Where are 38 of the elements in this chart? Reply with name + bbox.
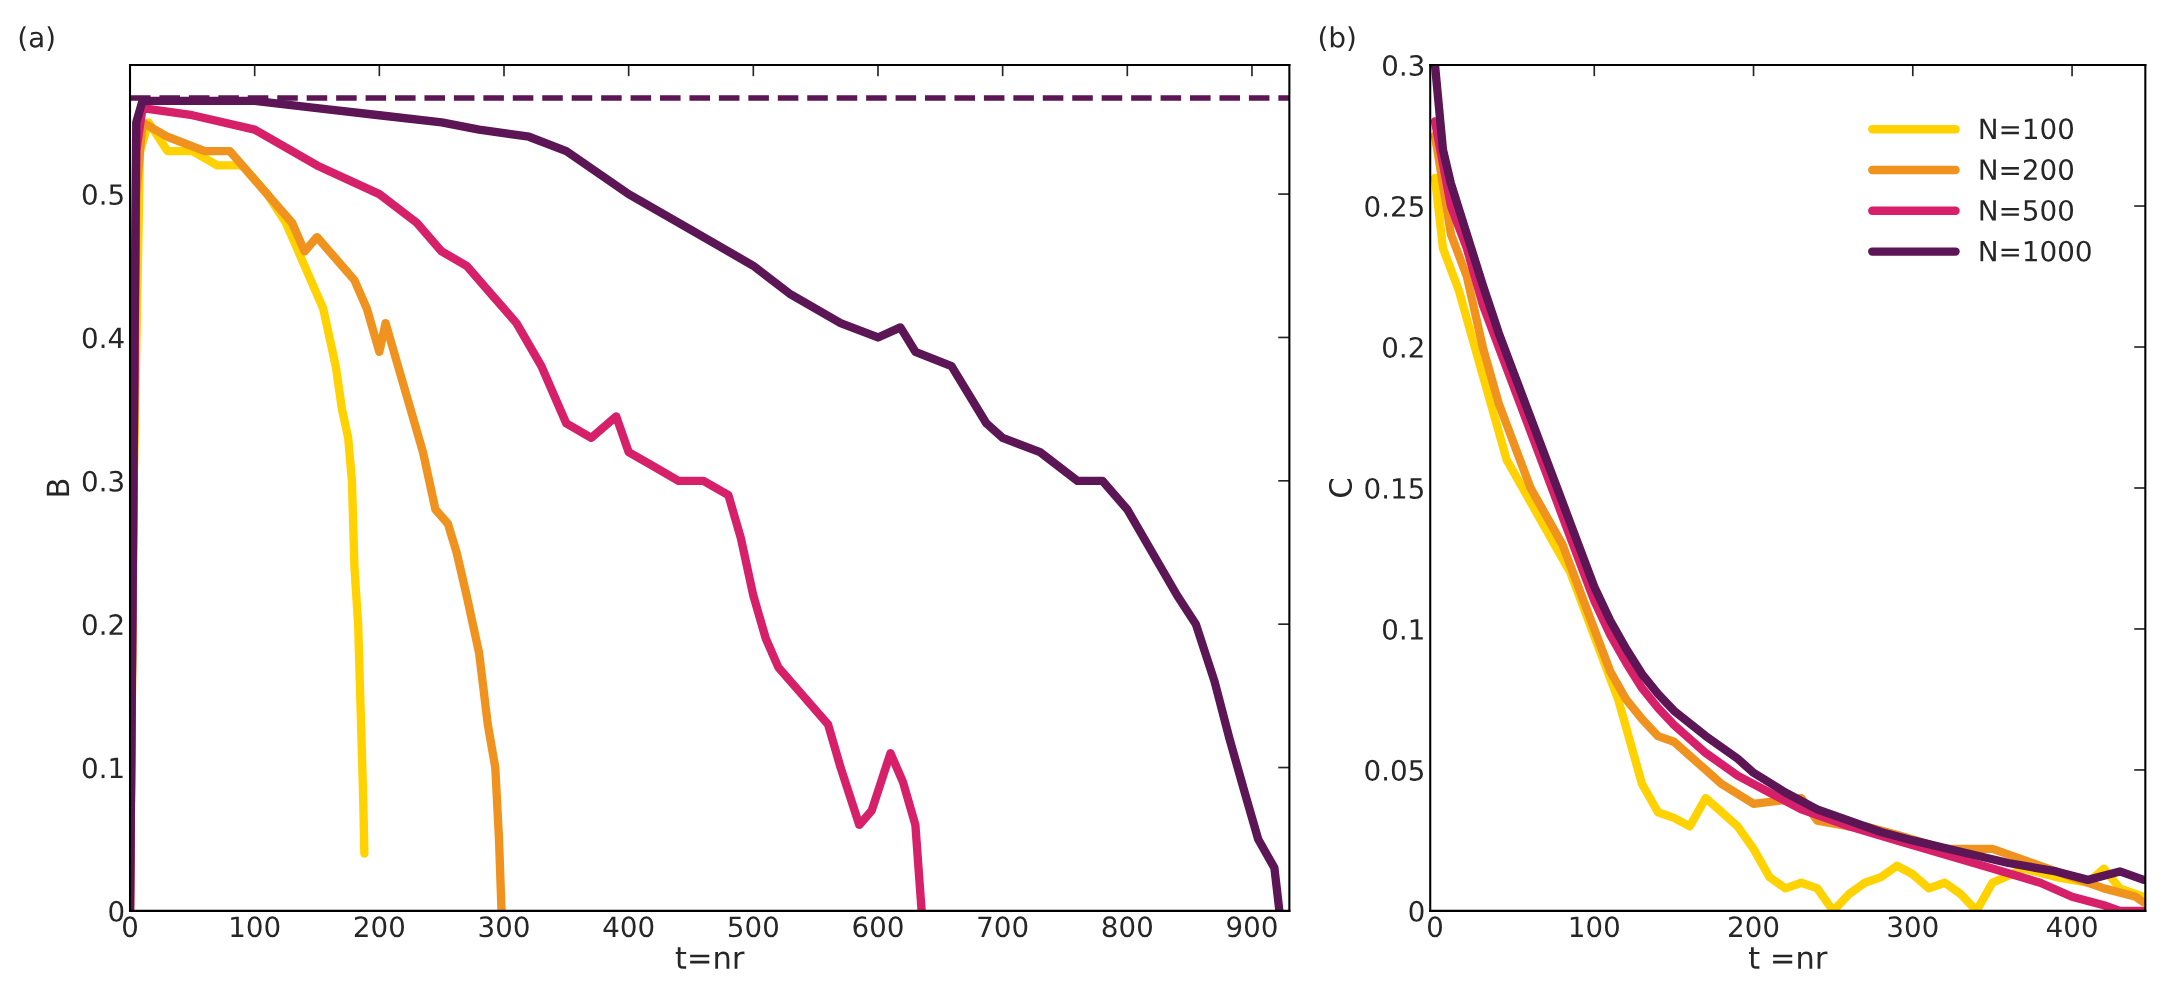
y-tick-label: 0.5 <box>82 184 123 206</box>
y-tick-label: 0.3 <box>1383 55 1424 77</box>
y-axis-title: B <box>46 479 70 496</box>
x-tick-label: 100 <box>1570 916 1619 938</box>
x-axis-title: t =nr <box>1748 947 1828 969</box>
x-tick-label: 900 <box>1227 916 1277 938</box>
y-tick-label: 0.3 <box>82 470 123 492</box>
y-tick-label: 0 <box>1409 900 1424 922</box>
y-tick-label: 0 <box>109 900 124 922</box>
y-tick-label: 0.1 <box>82 757 123 779</box>
y-tick-label: 0.2 <box>82 614 123 636</box>
x-tick-label: 600 <box>853 916 903 938</box>
chart-title: (a) <box>19 26 54 51</box>
legend-label: N=200 <box>1980 159 2074 181</box>
y-tick-label: 0.1 <box>1383 618 1423 640</box>
x-tick-label: 300 <box>479 916 529 938</box>
y-tick-label: 0.05 <box>1365 759 1423 781</box>
x-tick-label: 200 <box>354 916 405 938</box>
x-tick-label: 400 <box>2046 916 2097 938</box>
x-axis-title: t=nr <box>675 947 745 969</box>
y-axis-title: C <box>1328 478 1353 497</box>
x-tick-label: 300 <box>1888 916 1938 938</box>
y-tick-label: 0.4 <box>82 327 124 349</box>
y-tick-label: 0.2 <box>1383 336 1423 358</box>
x-tick-label: 100 <box>231 916 280 938</box>
legend-label: N=1000 <box>1980 240 2091 262</box>
x-tick-label: 0 <box>1427 916 1442 938</box>
x-tick-label: 700 <box>978 916 1028 938</box>
x-tick-label: 500 <box>728 916 778 938</box>
x-tick-label: 0 <box>123 916 138 938</box>
chart-title: (b) <box>1319 26 1355 51</box>
x-tick-label: 200 <box>1729 916 1779 938</box>
legend-label: N=500 <box>1980 199 2074 221</box>
legend-label: N=100 <box>1980 118 2074 140</box>
y-tick-label: 0.25 <box>1365 195 1423 217</box>
x-tick-label: 800 <box>1102 916 1152 938</box>
x-tick-label: 400 <box>603 916 654 938</box>
y-tick-label: 0.15 <box>1365 477 1423 499</box>
